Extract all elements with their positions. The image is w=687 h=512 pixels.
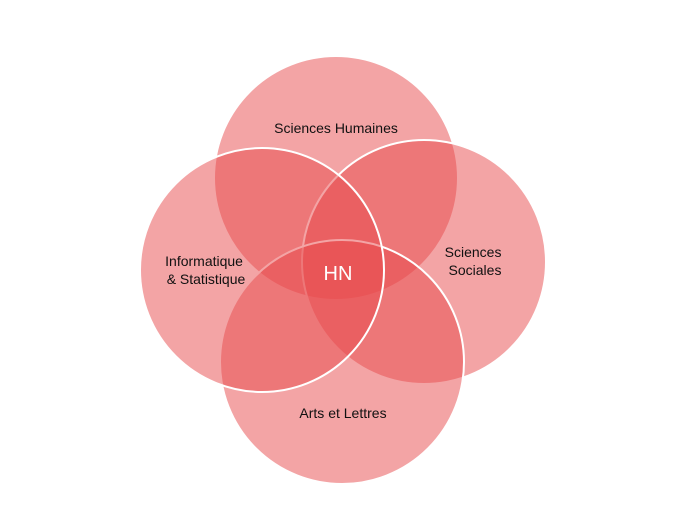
label-sciences-sociales: Sciences Sociales bbox=[445, 244, 506, 278]
label-line: Sociales bbox=[449, 262, 502, 278]
label-line: Arts et Lettres bbox=[299, 405, 386, 421]
label-sciences-humaines: Sciences Humaines bbox=[274, 120, 398, 136]
label-line: Sciences bbox=[445, 244, 502, 260]
label-line: Informatique bbox=[165, 253, 243, 269]
label-line: Sciences Humaines bbox=[274, 120, 398, 136]
label-arts-et-lettres: Arts et Lettres bbox=[299, 405, 386, 421]
circle-informatique-statistique bbox=[139, 147, 385, 393]
label-informatique-statistique: Informatique & Statistique bbox=[165, 253, 247, 287]
center-label: HN bbox=[324, 263, 353, 285]
label-line: & Statistique bbox=[167, 271, 246, 287]
